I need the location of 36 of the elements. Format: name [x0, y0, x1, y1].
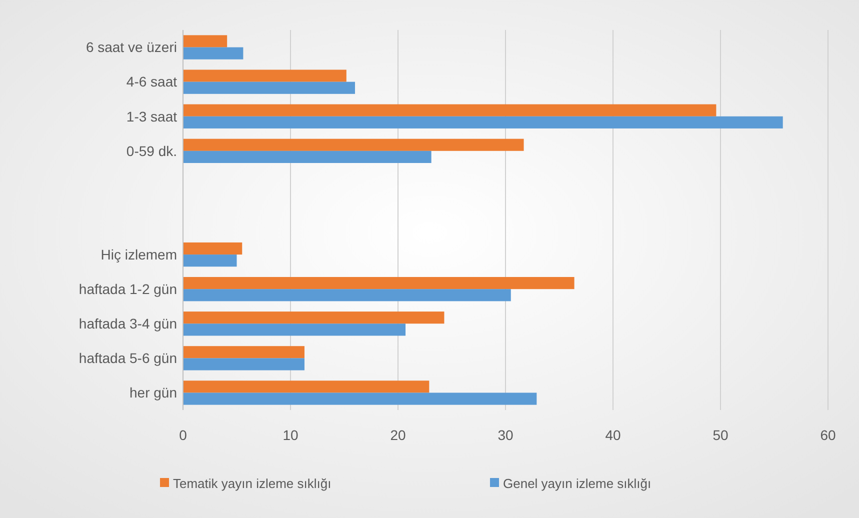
bar — [183, 82, 355, 94]
y-tick-label: Hiç izlemem — [100, 246, 177, 262]
bar — [183, 116, 783, 128]
y-tick-label: haftada 1-2 gün — [78, 280, 177, 297]
bar — [183, 289, 511, 302]
x-tick-label: 60 — [820, 427, 836, 443]
bar — [183, 47, 244, 60]
bar — [183, 35, 228, 48]
y-tick-label: 4-6 saat — [126, 74, 178, 90]
x-tick-label: 20 — [390, 427, 406, 443]
bar — [183, 324, 406, 336]
x-tick-label: 10 — [282, 427, 298, 443]
y-tick-label: haftada 5-6 gün — [78, 350, 177, 366]
y-tick-label: 0-59 dk. — [126, 142, 177, 159]
bar — [183, 358, 304, 370]
bar — [183, 346, 304, 358]
y-tick-label: 6 saat ve üzeri — [86, 39, 177, 56]
bar — [183, 312, 444, 324]
bar — [183, 242, 242, 255]
bar — [183, 254, 237, 267]
legend-label: Genel yayın izleme sıklığı — [503, 476, 652, 491]
x-tick-label: 40 — [605, 427, 621, 443]
x-tick-label: 30 — [498, 427, 514, 443]
y-tick-label: her gün — [130, 384, 177, 401]
bar — [183, 104, 716, 116]
bar — [183, 150, 432, 163]
y-tick-label: haftada 3-4 gün — [78, 316, 177, 332]
x-tick-label: 0 — [179, 427, 188, 443]
bar — [183, 277, 574, 290]
bar — [183, 70, 346, 82]
bar — [183, 380, 430, 393]
bar — [183, 138, 524, 151]
legend-label: Tematik yayın izleme sıklığı — [173, 476, 332, 491]
y-tick-label: 1-3 saat — [126, 108, 178, 124]
bar — [183, 392, 537, 405]
x-tick-label: 50 — [712, 427, 728, 443]
